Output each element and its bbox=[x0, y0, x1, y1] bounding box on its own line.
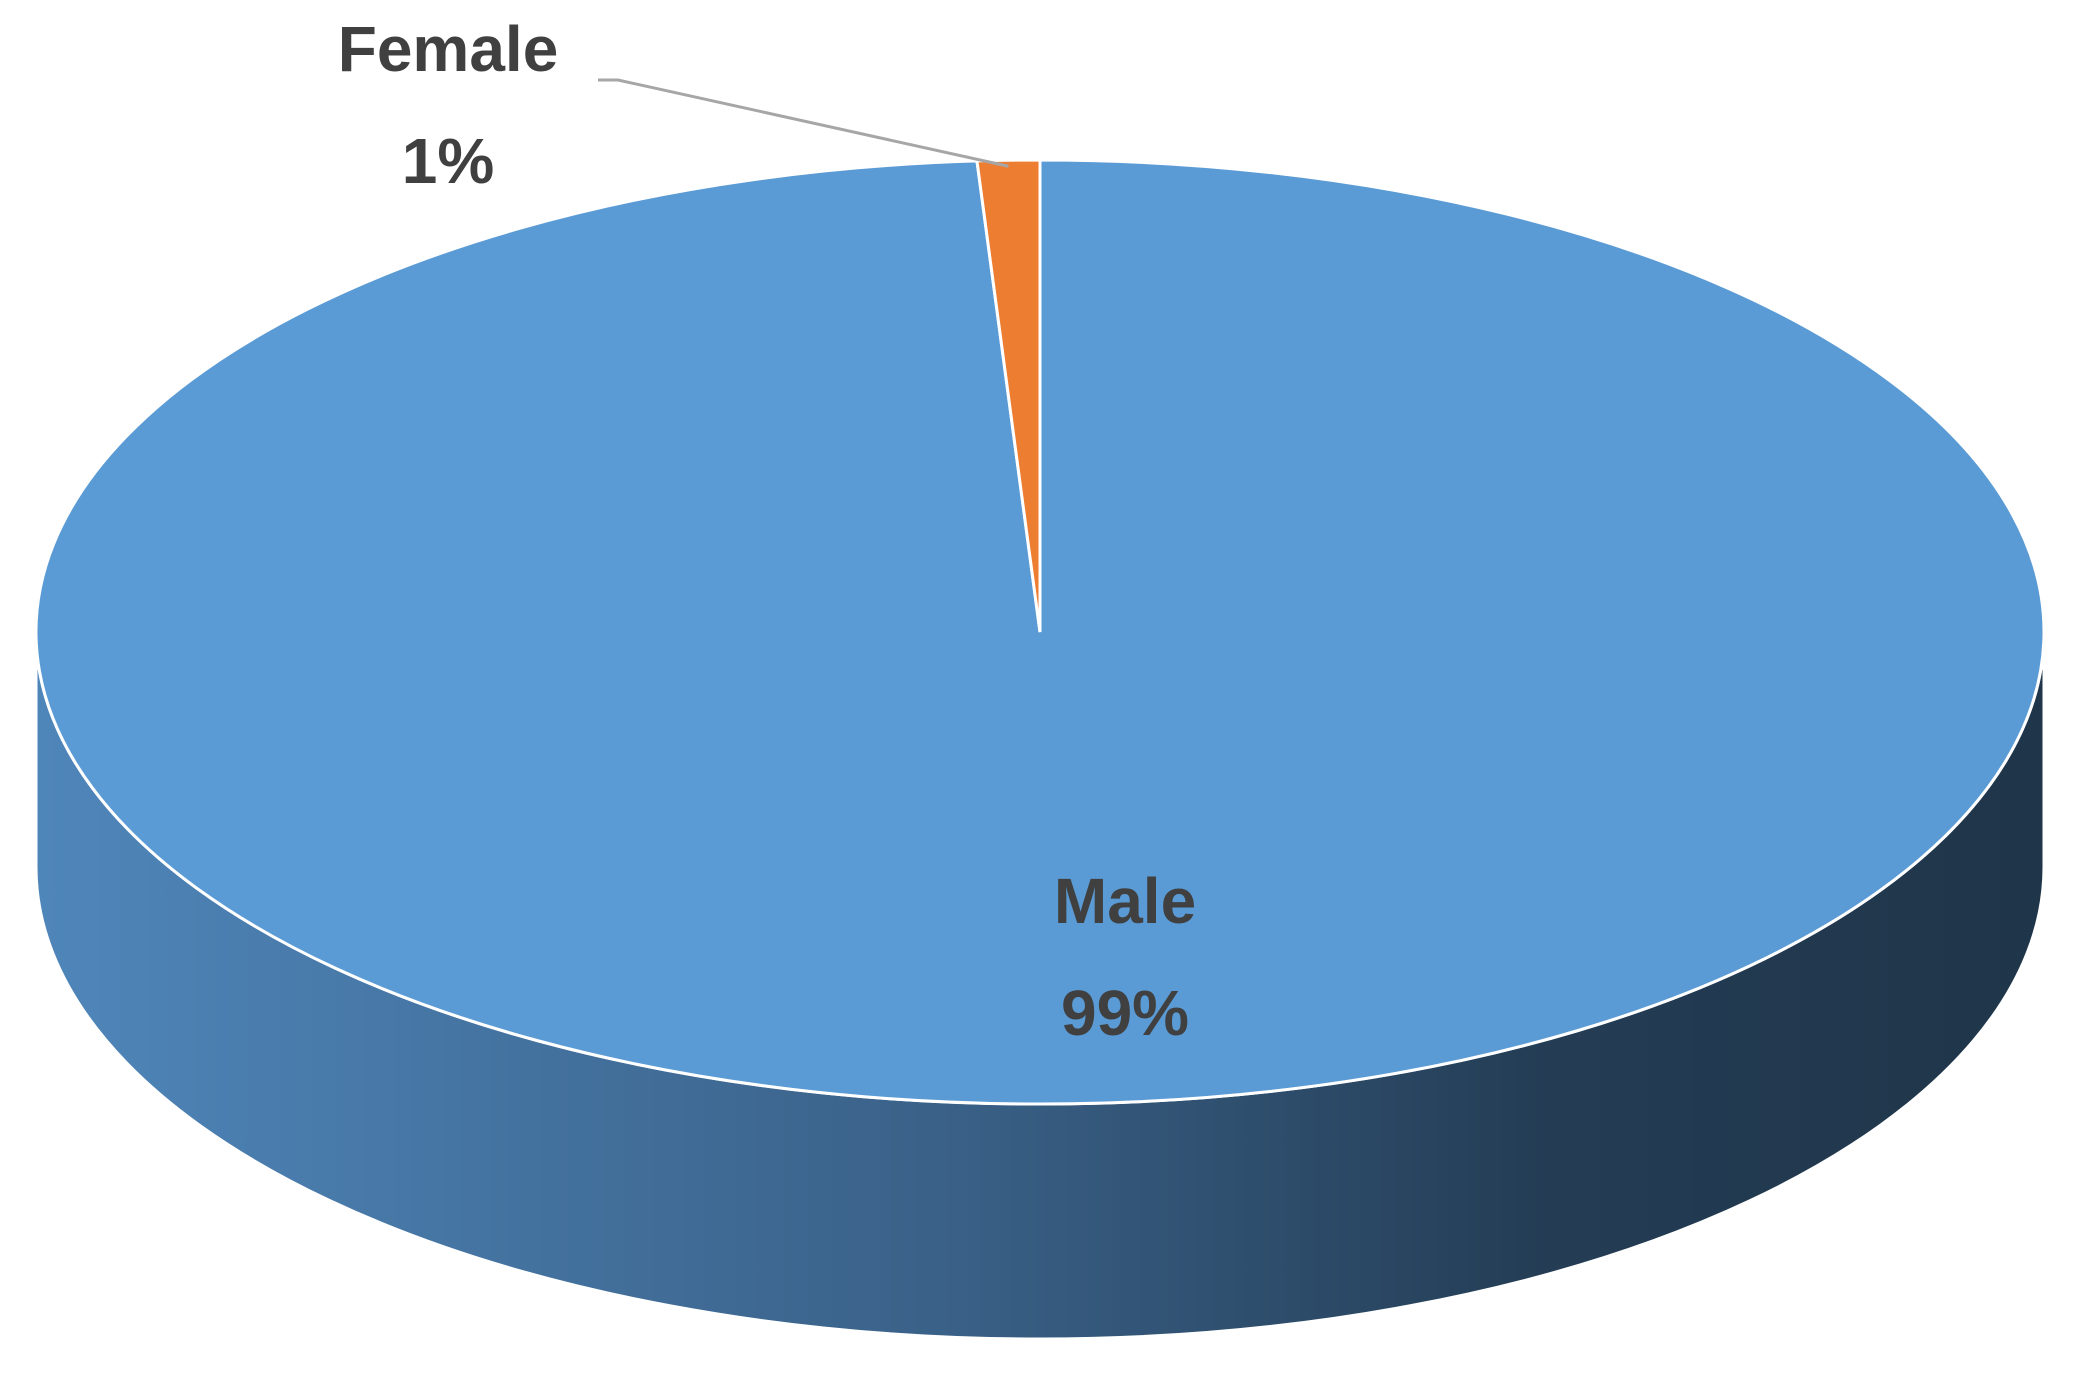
data-label-value: 99% bbox=[1061, 977, 1189, 1049]
slice bbox=[975, 158, 1042, 633]
data-label-category: Male bbox=[1054, 865, 1196, 937]
data-label-category: Female bbox=[338, 13, 559, 85]
leader-line bbox=[598, 78, 1009, 168]
data-label-value: 1% bbox=[402, 125, 495, 197]
